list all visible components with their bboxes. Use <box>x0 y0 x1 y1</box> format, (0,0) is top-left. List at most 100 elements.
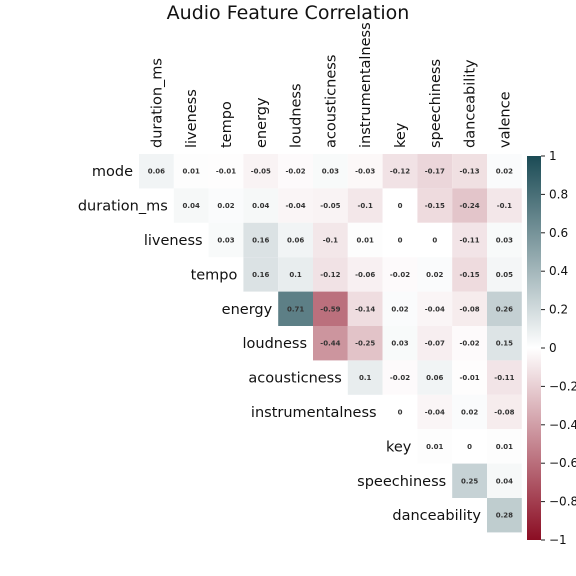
heatmap-cell <box>313 326 348 361</box>
cell-value-label: -0.08 <box>460 305 480 313</box>
heatmap-cell <box>347 154 383 189</box>
cell-value-label: 0.06 <box>148 168 165 176</box>
cell-value-label: -0.04 <box>425 409 445 417</box>
cell-value-label: 0.01 <box>496 443 513 451</box>
heatmap-cell <box>417 222 453 258</box>
heatmap-cell <box>382 222 418 258</box>
column-label: energy <box>254 97 270 148</box>
column-label: instrumentalness <box>358 22 374 148</box>
colorbar-tick-label: 0.4 <box>549 264 568 278</box>
cell-value-label: -0.04 <box>425 305 445 313</box>
heatmap-cell <box>382 360 418 395</box>
heatmap-cell <box>347 257 383 292</box>
cell-value-label: -0.03 <box>355 168 375 176</box>
heatmap-cell <box>417 429 453 464</box>
cell-value-label: 0.03 <box>496 237 513 245</box>
cell-value-label: -0.1 <box>358 202 373 210</box>
heatmap-cell <box>278 291 313 326</box>
heatmap-cells: 0.06 0.01 -0.01 -0.05 -0.02 0.03 -0.03 -0.12 -0.… <box>139 154 522 533</box>
cell-value-label: 0 <box>398 237 403 245</box>
row-label: speechiness <box>357 474 446 490</box>
heatmap-cell <box>382 188 418 223</box>
column-label: liveness <box>184 89 200 148</box>
heatmap-cell <box>487 326 522 361</box>
colorbar: 1 0.8 0.6 0.4 0.2 0 −0.2 −0.4 −0.6 −0.8 −1 <box>527 149 576 547</box>
cell-value-label: -0.08 <box>494 409 514 417</box>
cell-value-label: -0.06 <box>355 271 375 279</box>
colorbar-tick-label: −1 <box>549 533 567 547</box>
heatmap-cell <box>487 222 522 258</box>
heatmap-cell <box>452 222 487 258</box>
heatmap-cell <box>452 360 487 395</box>
heatmap-cell <box>313 222 348 258</box>
heatmap-cell <box>382 394 418 430</box>
cell-value-label: -0.05 <box>320 202 340 210</box>
heatmap-cell <box>487 429 522 464</box>
cell-value-label: 0.16 <box>252 271 269 279</box>
cell-value-label: 0.01 <box>426 443 443 451</box>
cell-value-label: 0.03 <box>322 168 339 176</box>
column-label: valence <box>497 91 513 148</box>
cell-value-label: 0.02 <box>496 168 513 176</box>
colorbar-tick-label: 0.6 <box>549 226 568 240</box>
heatmap-cell <box>208 222 244 258</box>
row-label: acousticness <box>248 371 341 387</box>
colorbar-tick-label: 1 <box>549 149 557 163</box>
heatmap-cell <box>347 188 383 223</box>
heatmap-cell <box>452 429 487 464</box>
row-label: loudness <box>242 336 307 352</box>
column-label: danceability <box>463 59 479 148</box>
heatmap-cell <box>382 257 418 292</box>
heatmap-cell <box>452 257 487 292</box>
cell-value-label: 0.16 <box>252 237 269 245</box>
heatmap-cell <box>347 291 383 326</box>
column-label: key <box>393 122 409 148</box>
cell-value-label: -0.02 <box>286 168 306 176</box>
heatmap-cell <box>313 291 348 326</box>
column-label: tempo <box>219 101 235 148</box>
cell-value-label: 0.26 <box>496 305 513 313</box>
heatmap-cell <box>382 154 418 189</box>
cell-value-label: -0.1 <box>323 237 338 245</box>
cell-value-label: -0.12 <box>390 168 410 176</box>
row-label: duration_ms <box>78 199 168 215</box>
cell-value-label: -0.17 <box>425 168 445 176</box>
heatmap-cell <box>278 188 313 223</box>
row-label: key <box>386 439 412 455</box>
heatmap-cell <box>382 291 418 326</box>
heatmap-cell <box>347 360 383 395</box>
heatmap-cell <box>452 394 487 430</box>
cell-value-label: 0.01 <box>357 237 374 245</box>
cell-value-label: 0.04 <box>183 202 200 210</box>
heatmap-cell <box>313 188 348 223</box>
heatmap-cell <box>452 188 487 223</box>
column-label: duration_ms <box>149 58 165 148</box>
row-label: mode <box>92 164 133 180</box>
heatmap-cell <box>382 326 418 361</box>
cell-value-label: 0.02 <box>217 202 234 210</box>
colorbar-tick-label: −0.6 <box>549 456 576 470</box>
cell-value-label: -0.1 <box>497 202 512 210</box>
heatmap-cell <box>243 188 279 223</box>
heatmap-cell <box>417 394 453 430</box>
heatmap-cell <box>243 257 279 292</box>
colorbar-tick-label: −0.2 <box>549 379 576 393</box>
cell-value-label: -0.04 <box>286 202 306 210</box>
heatmap-cell <box>243 154 279 189</box>
cell-value-label: 0.71 <box>287 305 304 313</box>
cell-value-label: 0.06 <box>287 237 304 245</box>
heatmap-cell <box>347 222 383 258</box>
cell-value-label: -0.07 <box>425 340 445 348</box>
heatmap-cell <box>173 154 209 189</box>
row-label: instrumentalness <box>251 405 377 421</box>
heatmap-cell <box>452 154 487 189</box>
cell-value-label: 0.28 <box>496 512 513 520</box>
heatmap-cell <box>313 154 348 189</box>
heatmap-cell <box>139 154 174 189</box>
cell-value-label: 0 <box>432 237 437 245</box>
heatmap-cell <box>417 360 453 395</box>
colorbar-tick-label: −0.4 <box>549 418 576 432</box>
column-label: speechiness <box>428 59 444 148</box>
cell-value-label: -0.14 <box>355 305 375 313</box>
